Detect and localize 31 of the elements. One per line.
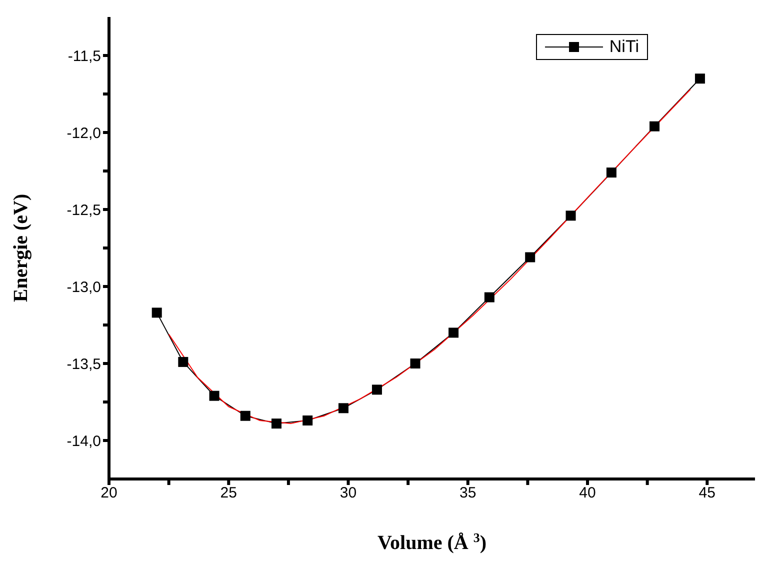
- y-tick-label: -11,5: [68, 48, 101, 65]
- x-tick-label: 20: [100, 484, 118, 502]
- x-tick-label: 35: [460, 484, 476, 502]
- point: [338, 403, 348, 414]
- point: [448, 328, 459, 338]
- point: [525, 252, 536, 262]
- point: [302, 415, 313, 426]
- point: [178, 356, 188, 367]
- y-tick-label: -12,5: [66, 202, 101, 219]
- point: [271, 418, 282, 429]
- point: [410, 358, 420, 368]
- y-tick-label: -14,0: [66, 432, 101, 450]
- legend-label: NiTi: [609, 37, 639, 57]
- point: [209, 390, 220, 401]
- x-tick-label: 25: [220, 484, 237, 502]
- point: [566, 210, 576, 221]
- x-tick-label: 40: [579, 484, 596, 502]
- point: [372, 384, 382, 395]
- y-tick-label: -13,5: [66, 356, 101, 373]
- y-axis-title: Energie (eV): [10, 194, 32, 302]
- point: [152, 308, 162, 318]
- point: [240, 410, 250, 421]
- x-tick-label: 30: [340, 484, 357, 502]
- point: [606, 168, 616, 178]
- y-tick-label: -13,0: [66, 278, 101, 296]
- x-axis-title: Volume (Å $^{3}$): [377, 530, 487, 554]
- point: [650, 121, 660, 132]
- x-tick-label: 45: [698, 484, 716, 502]
- y-tick-label: -12,0: [66, 124, 101, 142]
- point: [694, 74, 705, 84]
- point: [484, 292, 494, 302]
